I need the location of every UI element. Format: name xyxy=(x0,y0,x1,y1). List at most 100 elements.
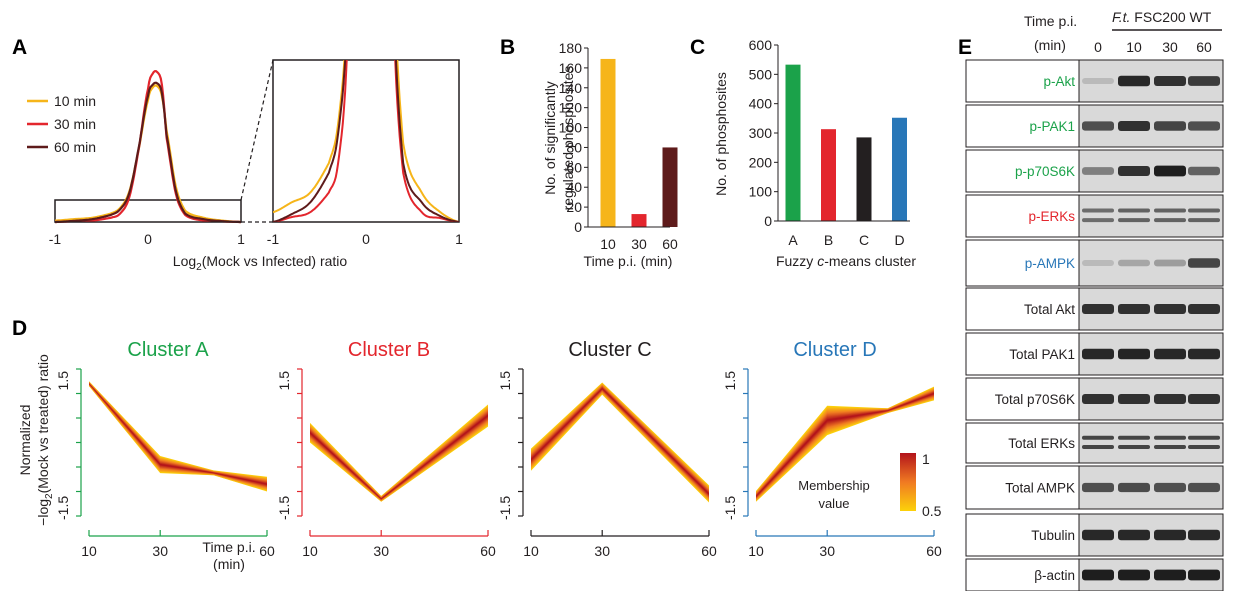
blot-band xyxy=(1082,260,1114,266)
blot-band xyxy=(1118,218,1150,223)
blot-label-cell xyxy=(965,332,1080,376)
panel-a-zoom-frame xyxy=(272,59,460,223)
blot-row: p-PAK1 xyxy=(965,104,1224,148)
blot-band xyxy=(1118,529,1150,541)
blot-label-cell xyxy=(965,59,1080,103)
blot-band xyxy=(1154,482,1186,493)
panel-a-xlabel: Log2(Mock vs Infected) ratio xyxy=(173,253,348,273)
panel-b-bars: 10 30 60 xyxy=(588,58,678,252)
blot-label-cell xyxy=(965,377,1080,421)
blot-band xyxy=(1154,303,1186,315)
colorbar-title-line1: Membership xyxy=(798,478,870,493)
panel-b-ytick-label: 80 xyxy=(566,139,582,155)
blot-band xyxy=(1118,120,1150,132)
blot-band xyxy=(1188,218,1220,223)
blot-band xyxy=(1082,218,1114,223)
blot-band xyxy=(1118,569,1150,581)
panel-a-label: A xyxy=(12,36,27,59)
panel-e-lane-label: 60 xyxy=(1196,39,1212,55)
blot-band xyxy=(1082,482,1114,493)
panel-b-label: B xyxy=(500,36,515,59)
blot-label: Total AMPK xyxy=(1005,481,1075,496)
panel-d-colorbar: 1 0.5 Membership value xyxy=(798,451,941,519)
blot-band xyxy=(1154,208,1186,213)
blot-membrane xyxy=(1078,194,1224,238)
panel-b-xtick-label: 30 xyxy=(631,236,647,252)
panel-a-zoom-chart: -1 0 1 xyxy=(267,59,463,247)
blot-label: β-actin xyxy=(1034,568,1075,583)
blot-row: p-ERKs xyxy=(965,194,1224,238)
panel-b-ytick-label: 140 xyxy=(559,80,583,96)
panel-c-ylabel: No. of phosphosites xyxy=(713,72,729,196)
panel-a-xtick: 1 xyxy=(237,231,245,247)
blot-band xyxy=(1188,208,1220,213)
panel-d-cluster-d: Cluster D 1.5 -1.5 10 30 60 xyxy=(722,339,942,559)
panel-d-xlabel-line2: (min) xyxy=(213,556,245,572)
panel-c-bar xyxy=(785,64,801,221)
panel-d-cluster-c: Cluster C 1.5 -1.5 10 30 60 xyxy=(497,339,717,559)
legend-label-10min: 10 min xyxy=(54,93,96,109)
panel-d-xtick-label: 60 xyxy=(926,543,942,559)
panel-c-y-axis: 0 100 200 300 400 500 600 xyxy=(749,37,779,229)
panel-d-ytick-top: 1.5 xyxy=(722,371,738,391)
panel-d-membership-band xyxy=(531,383,709,501)
blot-band xyxy=(1082,303,1114,315)
panel-e-lane-label: 0 xyxy=(1094,39,1102,55)
blot-row: Total AMPK xyxy=(965,465,1224,510)
blot-label: Total PAK1 xyxy=(1009,347,1075,362)
panel-b-xtick-label: 60 xyxy=(662,236,678,252)
blot-band xyxy=(1118,482,1150,493)
blot-label-cell xyxy=(965,287,1080,331)
panel-a-legend: 10 min 30 min 60 min xyxy=(27,93,96,155)
blot-band xyxy=(1188,393,1220,405)
panel-c-xtick-label: D xyxy=(894,232,904,248)
panel-a-zoom-connector-top xyxy=(240,59,274,201)
panel-e-lane-label: 10 xyxy=(1126,39,1142,55)
panel-d-cluster-title: Cluster A xyxy=(127,339,209,361)
panel-c-bar xyxy=(821,129,836,221)
panel-d-xtick-label: 10 xyxy=(302,543,318,559)
panel-c-ytick-label: 200 xyxy=(749,154,773,170)
panel-e-blots: p-Akt p-PAK1 p-p70S6K p-ERKs p-AMPK Total Akt… xyxy=(965,59,1224,591)
blot-band xyxy=(1188,445,1220,449)
panel-c-xlabel: Fuzzy c-means cluster xyxy=(776,253,916,269)
panel-b-ytick-label: 180 xyxy=(559,40,583,56)
blot-band xyxy=(1082,393,1114,405)
blot-label-cell xyxy=(965,149,1080,193)
panel-b-ytick-label: 40 xyxy=(566,179,582,195)
blot-row: Total ERKs xyxy=(965,422,1224,464)
blot-band xyxy=(1188,348,1220,360)
panel-d-xtick-label: 60 xyxy=(701,543,717,559)
blot-band xyxy=(1118,445,1150,449)
blot-band xyxy=(1082,435,1114,440)
blot-band xyxy=(1188,303,1220,315)
panel-c-ytick-label: 300 xyxy=(749,125,773,141)
blot-band xyxy=(1154,348,1186,360)
panel-b-ylabel-line2: regulated phosphosites xyxy=(560,66,576,211)
colorbar-max-label: 1 xyxy=(922,451,930,467)
panel-d-cluster-title: Cluster D xyxy=(793,339,876,361)
panel-d-xtick-label: 10 xyxy=(748,543,764,559)
panel-c-ytick-label: 500 xyxy=(749,66,773,82)
panel-b-ytick-label: 120 xyxy=(559,100,583,116)
blot-band xyxy=(1188,569,1220,581)
blot-band xyxy=(1154,218,1186,223)
blot-band xyxy=(1082,167,1114,175)
panel-b-xtick-label: 10 xyxy=(600,236,616,252)
panel-c-bars: A B C D xyxy=(778,64,910,248)
panel-a-zoom-curve-2 xyxy=(273,60,459,222)
panel-d-membership-band xyxy=(531,388,709,495)
panel-c-ytick-label: 100 xyxy=(749,184,773,200)
panel-d-ytick-bottom: -1.5 xyxy=(497,496,513,520)
legend-label-30min: 30 min xyxy=(54,116,96,132)
blot-label: Total p70S6K xyxy=(995,392,1075,407)
blot-row: Total p70S6K xyxy=(965,377,1224,421)
blot-row: Total PAK1 xyxy=(965,332,1224,376)
panel-e-time-label: Time p.i. xyxy=(1024,13,1077,29)
blot-band xyxy=(1188,121,1220,131)
blot-band xyxy=(1118,303,1150,315)
panel-b-ytick-label: 160 xyxy=(559,60,583,76)
panel-d-xtick-label: 10 xyxy=(81,543,97,559)
blot-band xyxy=(1118,208,1150,213)
